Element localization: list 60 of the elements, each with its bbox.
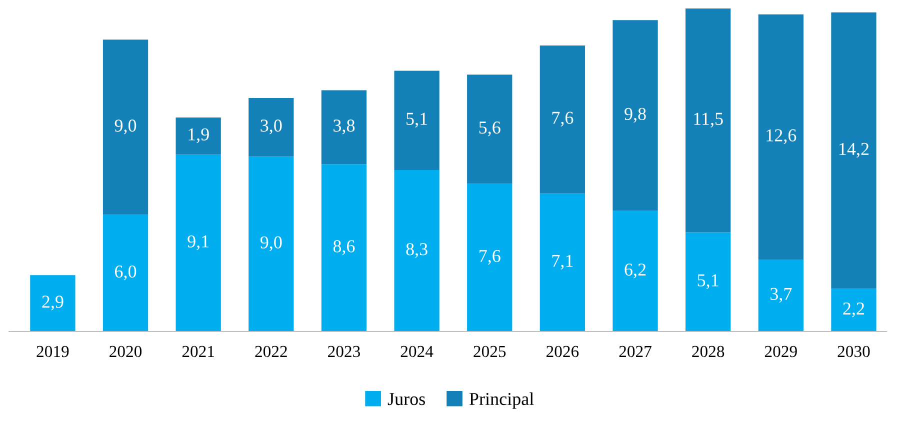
- data-label: 6,2: [624, 264, 646, 278]
- bar: [102, 40, 148, 215]
- x-tick-label: 2020: [110, 346, 142, 358]
- x-tick-label: 2021: [182, 346, 214, 358]
- data-label: 3,0: [260, 120, 282, 134]
- legend-label: Juros: [388, 393, 425, 406]
- data-label: 9,0: [260, 236, 282, 252]
- x-tick-label: 2026: [546, 346, 579, 358]
- data-label: 9,8: [624, 108, 646, 123]
- bar: [831, 288, 876, 332]
- bar: [176, 154, 221, 332]
- bar: [248, 156, 294, 332]
- data-label: 11,5: [694, 112, 723, 128]
- data-label: 2,2: [843, 302, 864, 318]
- bar: [321, 164, 367, 332]
- data-label: 5,6: [479, 122, 500, 136]
- x-tick-label: 2024: [400, 346, 434, 358]
- data-label: 7,6: [552, 112, 574, 127]
- data-label: 7,6: [480, 250, 500, 265]
- data-label: 7,1: [552, 254, 573, 270]
- x-tick-label: 2019: [36, 346, 69, 358]
- bar: [467, 184, 512, 332]
- x-tick-label: 2023: [328, 346, 360, 358]
- bar: [467, 74, 512, 184]
- bar: [176, 117, 221, 154]
- data-label: 8,6: [333, 240, 355, 255]
- x-tick-label: 2030: [838, 346, 870, 358]
- x-tick-label: 2022: [255, 346, 287, 358]
- x-tick-label: 2025: [474, 346, 506, 358]
- bar: [831, 12, 876, 289]
- bar: [612, 20, 658, 211]
- data-label: 14,2: [840, 142, 869, 158]
- bar: [758, 260, 804, 332]
- bar: [686, 8, 731, 232]
- data-label: 9,0: [114, 120, 136, 134]
- bar: [102, 214, 148, 332]
- data-label: 1,9: [188, 128, 209, 144]
- data-label: 12,6: [766, 129, 796, 144]
- bar: [394, 170, 440, 332]
- x-tick-label: 2029: [764, 346, 797, 358]
- bar: [540, 45, 586, 194]
- x-tick-label: 2027: [619, 346, 652, 358]
- data-label: 3,8: [334, 120, 355, 134]
- bar: [758, 14, 804, 260]
- bar: [321, 90, 367, 164]
- bar: [30, 275, 76, 332]
- bar: [248, 98, 294, 156]
- data-label: 3,7: [770, 288, 792, 303]
- data-label: 5,1: [698, 274, 718, 289]
- data-label: 9,1: [188, 235, 209, 250]
- data-label: 8,3: [406, 243, 428, 258]
- bar: [686, 232, 731, 332]
- bar: [612, 210, 658, 332]
- legend-label: Principal: [469, 392, 534, 409]
- bar: [394, 70, 440, 170]
- x-tick-label: 2028: [692, 346, 724, 358]
- data-label: 2,9: [42, 296, 64, 310]
- data-label: 6,0: [115, 265, 136, 280]
- bar: [540, 193, 586, 332]
- data-label: 5,1: [406, 112, 427, 128]
